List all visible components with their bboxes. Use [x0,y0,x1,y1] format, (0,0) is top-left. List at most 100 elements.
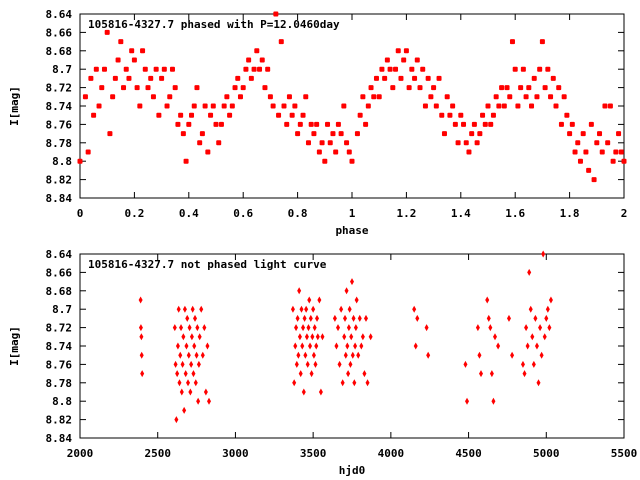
data-point [340,379,345,387]
data-point [545,66,551,72]
data-point [488,324,493,332]
x-tick-label: 1.8 [560,207,580,220]
data-point [333,149,339,155]
data-point [110,94,116,100]
data-point [293,342,298,350]
data-point [186,379,191,387]
data-point [139,351,144,359]
unphased-chart-title: 105816-4327.7 not phased light curve [88,258,327,271]
data-point [594,140,600,146]
data-point [179,388,184,396]
data-point [384,57,390,63]
data-point [365,103,371,109]
data-point [475,324,480,332]
data-point [583,149,589,155]
data-point [195,324,200,332]
data-point [471,121,477,127]
x-tick-label: 5500 [611,447,638,460]
data-point [320,333,325,341]
data-point [424,324,429,332]
data-point [436,75,442,81]
data-point [262,85,268,91]
data-point [343,351,348,359]
phased-x-axis-label: phase [335,224,368,237]
data-point [345,342,350,350]
x-tick-label: 2500 [144,447,171,460]
y-tick-label: 8.68 [46,45,73,58]
data-point [363,121,369,127]
data-point [308,314,313,322]
data-point [254,48,260,54]
data-point [350,351,355,359]
data-point [202,324,207,332]
data-point [526,85,532,91]
data-point [556,85,562,91]
data-point [610,158,616,164]
data-point [613,149,619,155]
data-point [312,324,317,332]
data-point [415,314,420,322]
data-point [121,85,127,91]
x-tick-label: 0.8 [288,207,308,220]
data-point [197,333,202,341]
data-point [205,342,210,350]
data-point [196,360,201,368]
phased-y-axis-ticks: 8.64 8.66 8.68 8.7 8.72 8.74 8.76 8.78 8.8 8.82 8.… [46,8,624,205]
data-point [349,158,355,164]
data-point [294,324,299,332]
data-point [346,370,351,378]
data-point [580,131,586,137]
data-point [297,287,302,295]
data-point [199,305,204,313]
data-point [575,140,581,146]
data-point [210,103,216,109]
y-tick-label: 8.74 [46,340,73,353]
data-point [422,103,428,109]
x-tick-label: 2 [621,207,628,220]
data-point [186,351,191,359]
data-point [292,103,298,109]
data-point [450,103,456,109]
data-point [118,39,124,45]
data-point [278,39,284,45]
data-point [270,103,276,109]
unphased-y-axis-label: I[mag] [8,326,21,366]
data-point [480,112,486,118]
data-point [298,370,303,378]
data-point [314,121,320,127]
data-point [232,85,238,91]
data-point [240,85,246,91]
data-point [597,131,603,137]
data-point [393,66,399,72]
data-point [88,75,94,81]
data-point [237,94,243,100]
data-point [558,121,564,127]
data-point [489,370,494,378]
data-point [368,333,373,341]
data-point [356,351,361,359]
data-point [395,48,401,54]
data-point [172,85,178,91]
y-tick-label: 8.84 [46,432,73,445]
data-point [344,287,349,295]
data-point [189,112,195,118]
data-point [131,57,137,63]
data-point [229,103,235,109]
data-point [491,397,496,405]
x-tick-label: 0.4 [179,207,199,220]
data-point [176,305,181,313]
data-point [273,11,279,17]
data-point [379,66,385,72]
data-point [309,370,314,378]
data-point [347,305,352,313]
data-point [488,121,494,127]
data-point [140,370,145,378]
data-point [134,85,140,91]
data-point [463,140,469,146]
data-point [346,324,351,332]
y-tick-label: 8.8 [52,155,72,168]
data-point [344,140,350,146]
data-point [463,360,468,368]
